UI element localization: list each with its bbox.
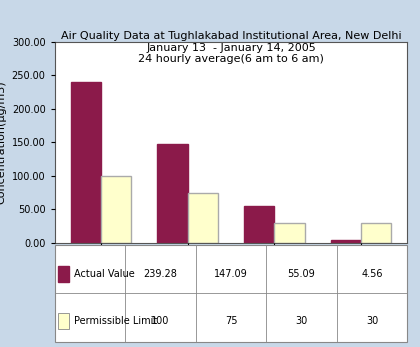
Bar [158,144,188,243]
Bar [58,313,69,329]
Text: 30: 30 [366,316,378,326]
Bar [361,223,391,243]
Bar [58,266,69,282]
Bar [274,223,304,243]
Bar [331,240,361,243]
Text: 239.28: 239.28 [144,269,177,279]
Text: 75: 75 [225,316,237,326]
Text: 55.09: 55.09 [288,269,315,279]
Text: Permissible Limit: Permissible Limit [74,316,157,326]
Y-axis label: Concentration(µg/m3): Concentration(µg/m3) [0,81,6,204]
Bar [244,206,274,243]
Bar [188,193,218,243]
Bar [101,176,131,243]
Bar [71,82,101,243]
Text: 100: 100 [151,316,170,326]
Text: 4.56: 4.56 [361,269,383,279]
Text: 30: 30 [295,316,308,326]
Text: Actual Value: Actual Value [74,269,135,279]
Text: 147.09: 147.09 [214,269,248,279]
Text: Air Quality Data at Tughlakabad Institutional Area, New Delhi
January 13  - Janu: Air Quality Data at Tughlakabad Institut… [60,31,402,65]
